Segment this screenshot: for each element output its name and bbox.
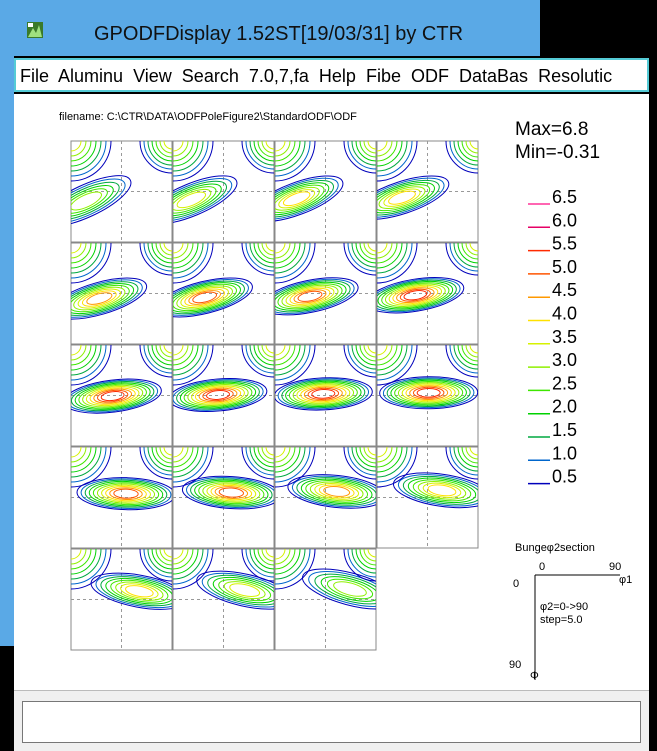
menu-view[interactable]: View [133, 66, 172, 86]
legend-level-label: 2.0 [552, 397, 577, 417]
odf-section [70, 446, 173, 549]
odf-section [172, 446, 275, 549]
Phi-axis-label: Φ [530, 670, 539, 682]
filename-label: filename: C:\CTR\DATA\ODFPoleFigure2\Sta… [59, 111, 357, 123]
contour-legend: 6.5 6.0 5.5 5.0 4.5 4.0 3.5 3.0 2.5 2.0 1.5 1.0 0.5 [528, 190, 577, 487]
odf-section [274, 140, 377, 243]
menu-help[interactable]: Help [318, 66, 356, 86]
phi1-start-label: 0 [539, 561, 546, 573]
legend-level-label: 2.5 [552, 373, 577, 393]
odf-section [70, 548, 173, 651]
phi1-end-label: 90 [609, 561, 622, 573]
legend-level-label: 5.0 [552, 257, 577, 277]
odf-section [274, 242, 377, 345]
odf-section [70, 242, 173, 345]
legend-level-label: 3.5 [552, 327, 577, 347]
odf-section [172, 548, 275, 651]
app-icon[interactable] [27, 22, 43, 38]
menu-resolution[interactable]: Resolutic [538, 66, 613, 86]
odf-section [70, 344, 173, 447]
window-frame-right [649, 56, 657, 751]
odf-section [376, 140, 479, 243]
title-bar-dark-region [540, 0, 657, 56]
section-step-label: step=5.0 [540, 614, 583, 626]
min-value-label: Min=-0.31 [515, 142, 601, 163]
menu-search[interactable]: Search [181, 66, 239, 86]
Phi-end-label: 90 [509, 659, 522, 671]
odf-section [70, 140, 173, 243]
odf-section [376, 242, 479, 345]
menu-levels[interactable]: 7.0,7,fa [248, 66, 309, 86]
odf-section-grid [70, 140, 479, 651]
legend-level-label: 6.5 [552, 190, 577, 207]
section-range-label: φ2=0->90 [540, 601, 589, 613]
odf-section [376, 344, 479, 447]
section-axes-diagram [534, 574, 620, 680]
menu-aluminum[interactable]: Aluminu [58, 66, 124, 86]
legend-level-label: 4.5 [552, 280, 577, 300]
odf-section [274, 548, 377, 651]
legend-level-label: 4.0 [552, 304, 577, 324]
max-value-label: Max=6.8 [515, 119, 589, 140]
window-title: GPODFDisplay 1.52ST[19/03/31] by CTR [94, 23, 464, 45]
legend-level-label: 0.5 [552, 467, 577, 487]
menu-fiber[interactable]: Fibe [365, 66, 401, 86]
menu-file[interactable]: File [20, 66, 50, 86]
odf-section [172, 140, 275, 243]
odf-section [274, 344, 377, 447]
menu-odf[interactable]: ODF [411, 66, 449, 86]
menu-database[interactable]: DataBas [459, 66, 529, 86]
odf-section [172, 344, 275, 447]
legend-level-label: 1.5 [552, 420, 577, 440]
phi1-axis-label: φ1 [619, 574, 633, 586]
legend-level-label: 6.0 [552, 210, 577, 230]
status-bar [14, 690, 649, 751]
odf-section [376, 446, 479, 549]
odf-section [274, 446, 377, 549]
legend-level-label: 1.0 [552, 443, 577, 463]
window-frame-left [0, 56, 14, 646]
legend-level-label: 3.0 [552, 350, 577, 370]
window-frame-left-dark [0, 646, 14, 751]
section-title: Bungeφ2section [515, 542, 595, 554]
Phi-start-label: 0 [513, 578, 520, 590]
legend-level-label: 5.5 [552, 234, 577, 254]
odf-section [172, 242, 275, 345]
menu-bar: File Aluminu View Search 7.0,7,fa Help F… [14, 58, 649, 92]
status-text-field [22, 701, 641, 743]
